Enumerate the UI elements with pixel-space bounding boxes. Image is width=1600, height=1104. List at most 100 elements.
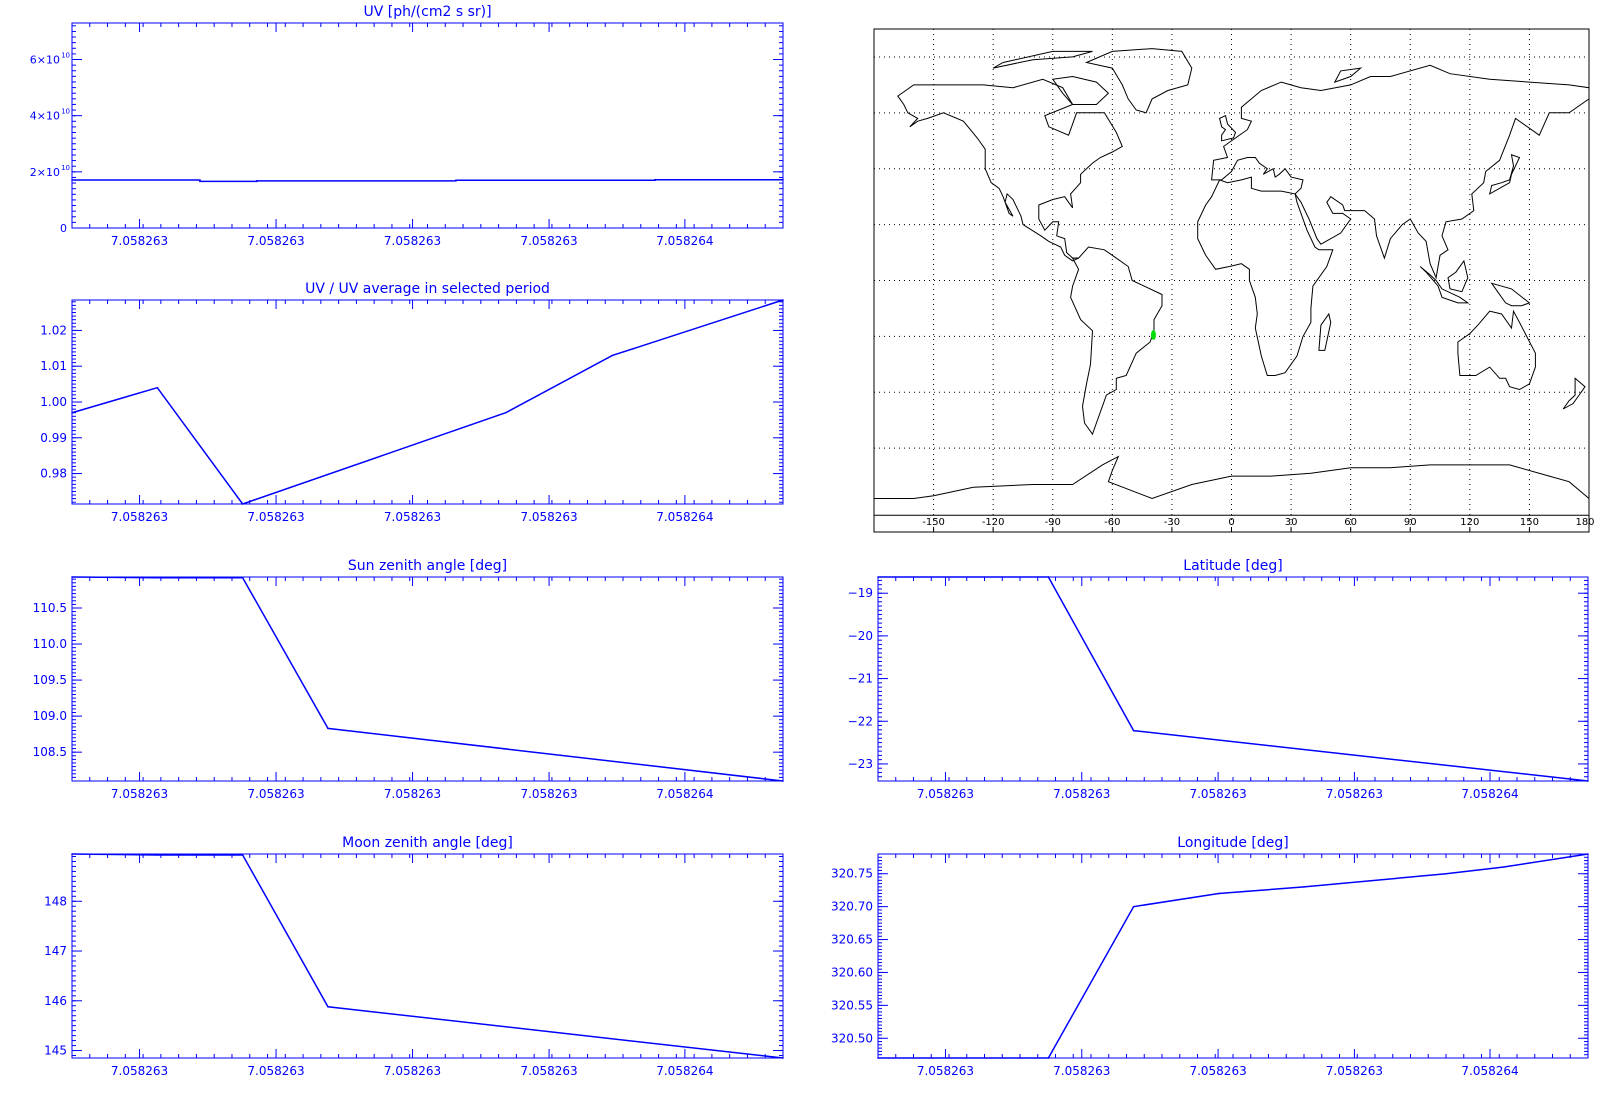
plot-frame [877, 576, 1589, 782]
coastline-svalbard-nz [1333, 67, 1363, 83]
x-tick-label: 7.058263 [247, 510, 304, 524]
x-tick-label: 7.058263 [917, 1064, 974, 1078]
data-point [71, 411, 73, 414]
y-tick-label: 146 [44, 994, 67, 1008]
map-panel: -150 -120 -90 -60 -30 0 30 60 90 120 150 180 [873, 28, 1595, 533]
x-tick-label: 7.058263 [520, 1064, 577, 1078]
data-point [1445, 872, 1447, 875]
data-point [199, 180, 201, 183]
lon-tick-label: 150 [1520, 517, 1539, 528]
data-point [1218, 892, 1220, 895]
data-point [782, 780, 784, 782]
x-tick-label: 7.058263 [1053, 787, 1110, 801]
coastline-eurasia [1211, 64, 1590, 280]
data-point [241, 576, 244, 579]
y-tick-label: 1.02 [40, 323, 67, 337]
x-tick-label: 7.058263 [384, 787, 441, 801]
data-point [71, 853, 73, 855]
plot-frame [877, 853, 1589, 1059]
data-point [327, 727, 329, 730]
y-tick-label: 320.55 [831, 998, 873, 1012]
x-tick-label: 7.058263 [520, 510, 577, 524]
data-point [1047, 1057, 1050, 1059]
x-tick-label: 7.058263 [111, 510, 168, 524]
data-point [241, 503, 244, 505]
x-tick-label: 7.058264 [656, 234, 713, 248]
y-tick-label: 148 [44, 894, 67, 908]
series-line [878, 853, 1589, 1059]
y-tick-label: −22 [848, 714, 873, 728]
data-point [611, 354, 614, 357]
y-tick-label: −23 [848, 757, 873, 771]
data-point [1132, 729, 1135, 732]
series-line [71, 576, 784, 782]
chart-sun-zenith: Sun zenith angle [deg] 7.058263 7.058263 7.… [33, 558, 784, 801]
x-tick-label: 7.058263 [247, 234, 304, 248]
x-tick-label: 7.058263 [384, 1064, 441, 1078]
lon-tick-label: 60 [1344, 517, 1357, 528]
coastline-uk [1219, 114, 1237, 142]
data-point [241, 854, 244, 856]
data-point [455, 179, 457, 182]
track-marker [1150, 329, 1156, 340]
y-tick-label: 147 [44, 944, 67, 958]
series-line [72, 178, 783, 183]
data-point [654, 178, 656, 181]
x-tick-label: 7.058264 [656, 787, 713, 801]
y-tick-label: 0.98 [40, 467, 67, 481]
lon-tick-label: -120 [982, 517, 1005, 528]
x-tick-label: 7.058264 [1461, 787, 1518, 801]
chart-latitude: Latitude [deg] 7.058263 7.058263 7.058263 7.… [848, 558, 1589, 801]
x-tick-label: 7.058263 [1326, 787, 1383, 801]
chart-title: Sun zenith angle [deg] [348, 558, 507, 574]
coastline-indonesia [1419, 266, 1470, 304]
data-point [1587, 853, 1589, 855]
x-tick-label: 7.058263 [247, 1064, 304, 1078]
chart-title: Latitude [deg] [1183, 558, 1282, 574]
coastline-north-america [897, 78, 1123, 262]
lon-tick-label: -30 [1164, 517, 1180, 528]
chart-longitude: Longitude [deg] 7.058263 7.058263 7.058263 7… [831, 835, 1589, 1078]
x-tick-label: 7.058263 [1053, 1064, 1110, 1078]
x-tick-label: 7.058263 [917, 787, 974, 801]
lon-tick-label: 30 [1285, 517, 1298, 528]
coastline-borneo [1447, 259, 1469, 293]
x-tick-label: 7.058263 [247, 787, 304, 801]
chart-uv: UV [ph/(cm2 s sr)] 7.058263 7.058263 7.0582… [30, 4, 784, 248]
y-tick-label: 2×10 [30, 166, 60, 179]
data-point [504, 411, 507, 414]
data-point [156, 854, 159, 856]
x-tick-label: 7.058263 [111, 234, 168, 248]
coastline-greenland [1084, 48, 1193, 114]
series-line [878, 576, 1589, 782]
coastline-south-america [1070, 246, 1163, 436]
data-point [256, 180, 258, 182]
chart-title: UV [ph/(cm2 s sr)] [363, 4, 491, 20]
coastline-japan [1488, 154, 1521, 195]
y-tick-label: 108.5 [33, 745, 67, 759]
data-point [156, 386, 159, 389]
data-point [327, 1005, 329, 1008]
plot-frame [71, 853, 784, 1059]
lon-tick-label: -150 [922, 517, 945, 528]
coastline-new-zealand [1562, 377, 1586, 410]
y-tick-label: 320.70 [831, 900, 873, 914]
y-tick-label: 6×10 [30, 54, 60, 67]
y-tick-label: 320.75 [831, 867, 873, 881]
lon-tick-label: -90 [1045, 517, 1061, 528]
data-point [156, 576, 159, 579]
y-tick-label: 1.01 [40, 359, 67, 373]
y-tick-label: 109.5 [33, 673, 67, 687]
chart-title: Moon zenith angle [deg] [342, 835, 513, 851]
y-tick-label: 320.65 [831, 933, 873, 947]
data-point [1502, 866, 1504, 868]
data-point [1132, 905, 1135, 908]
y-tick-label: 110.0 [33, 637, 67, 651]
data-point [782, 299, 784, 301]
x-tick-label: 7.058263 [384, 234, 441, 248]
data-point [1587, 780, 1589, 782]
chart-title: UV / UV average in selected period [305, 281, 550, 297]
x-tick-label: 7.058263 [111, 787, 168, 801]
coastline-baffin [1051, 75, 1110, 105]
